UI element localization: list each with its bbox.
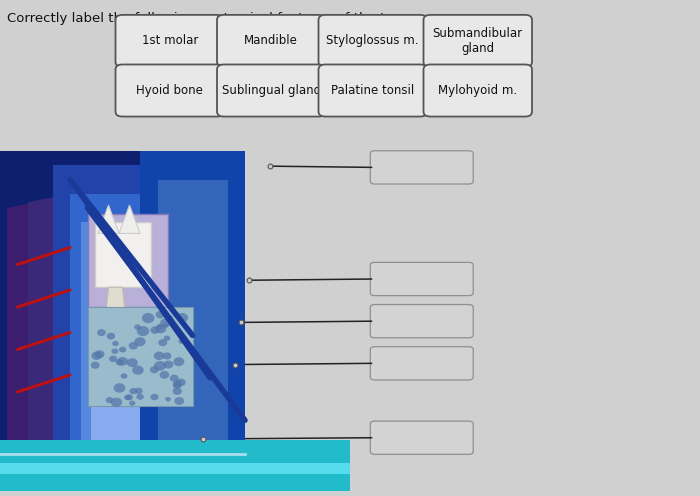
FancyBboxPatch shape [370, 262, 473, 296]
FancyBboxPatch shape [370, 347, 473, 380]
Text: Submandibular
gland: Submandibular gland [433, 27, 523, 55]
FancyBboxPatch shape [116, 15, 224, 67]
Text: Sublingual gland: Sublingual gland [222, 84, 321, 97]
FancyBboxPatch shape [217, 15, 326, 67]
Text: Palatine tonsil: Palatine tonsil [331, 84, 414, 97]
FancyBboxPatch shape [424, 64, 532, 117]
FancyBboxPatch shape [424, 15, 532, 67]
Text: 1st molar: 1st molar [141, 34, 198, 48]
FancyBboxPatch shape [318, 15, 427, 67]
FancyBboxPatch shape [370, 305, 473, 338]
FancyBboxPatch shape [217, 64, 326, 117]
FancyBboxPatch shape [318, 64, 427, 117]
FancyBboxPatch shape [370, 421, 473, 454]
Text: Hyoid bone: Hyoid bone [136, 84, 203, 97]
FancyBboxPatch shape [116, 64, 224, 117]
Text: Mandible: Mandible [244, 34, 298, 48]
Text: Styloglossus m.: Styloglossus m. [326, 34, 419, 48]
Text: Mylohyoid m.: Mylohyoid m. [438, 84, 517, 97]
FancyBboxPatch shape [370, 151, 473, 184]
Text: Correctly label the following anatomical features of the tongue.: Correctly label the following anatomical… [7, 12, 431, 25]
